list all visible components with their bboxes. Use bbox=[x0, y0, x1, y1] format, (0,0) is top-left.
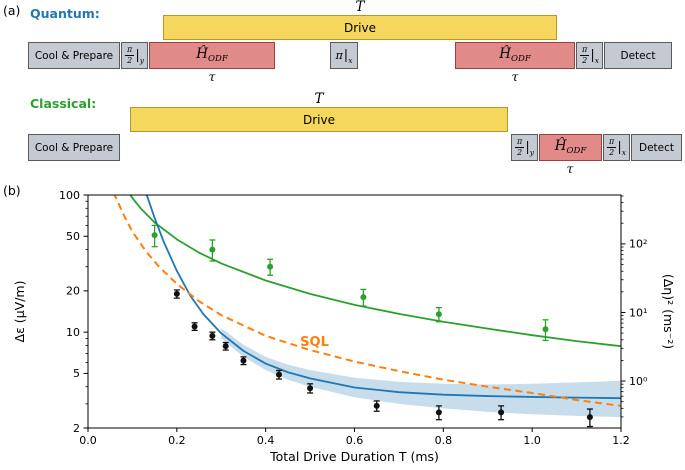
classical-drive-box: Drive bbox=[130, 107, 508, 132]
quantum-cool-prepare-box: Cool & Prepare bbox=[28, 42, 120, 69]
odf-hamiltonian-label: ĤODF bbox=[196, 45, 228, 64]
quantum-tau-label-2: τ bbox=[511, 69, 519, 84]
pulse-sequence-diagram: (a) Quantum: T Drive Cool & Prepare π 2 | y… bbox=[0, 0, 685, 185]
classical-pi-half-x-pulse-box: π 2 | x bbox=[603, 134, 630, 161]
sensitivity-plot-panel: (b) SQL 0.0 0.2 0.4 0.6 0.8 1.0 1.2 100 50 20 10 5 2 1… bbox=[0, 183, 685, 466]
odf-hamiltonian-label: ĤODF bbox=[499, 45, 531, 64]
svg-text:SQL: SQL bbox=[300, 335, 329, 350]
classical-pi-half-y-pulse-box: π 2 | y bbox=[511, 134, 538, 161]
panel-a-label: (a) bbox=[3, 3, 21, 18]
classical-total-time-label: T bbox=[314, 91, 324, 107]
svg-text:0.6: 0.6 bbox=[346, 434, 364, 447]
evaluated-at-bar: | bbox=[135, 48, 140, 63]
classical-odf-box: ĤODF bbox=[539, 134, 602, 161]
quantum-pi-half-x-pulse-box: π 2 | x bbox=[576, 42, 603, 69]
svg-text:Total Drive Duration T (ms): Total Drive Duration T (ms) bbox=[269, 449, 439, 464]
sensitivity-chart: SQL 0.0 0.2 0.4 0.6 0.8 1.0 1.2 100 50 20 10 5 2 10² 10… bbox=[12, 189, 676, 464]
evaluated-at-bar: | bbox=[343, 48, 349, 63]
classical-cool-prepare-box: Cool & Prepare bbox=[28, 134, 120, 161]
quantum-pi-half-y-pulse-box: π 2 | y bbox=[121, 42, 148, 69]
svg-text:2: 2 bbox=[73, 422, 80, 435]
classical-detect-box: Detect bbox=[631, 134, 682, 161]
svg-text:0.2: 0.2 bbox=[168, 434, 186, 447]
svg-text:10¹: 10¹ bbox=[629, 306, 647, 319]
svg-text:10⁰: 10⁰ bbox=[629, 375, 648, 388]
svg-text:50: 50 bbox=[66, 230, 80, 243]
panel-b-label: (b) bbox=[3, 183, 21, 198]
svg-text:Δε (μV/m): Δε (μV/m) bbox=[12, 281, 27, 343]
svg-text:1.0: 1.0 bbox=[523, 434, 541, 447]
svg-text:10²: 10² bbox=[629, 238, 647, 251]
svg-text:10: 10 bbox=[66, 326, 80, 339]
svg-text:20: 20 bbox=[66, 285, 80, 298]
classical-tau-label: τ bbox=[566, 161, 574, 176]
svg-text:100: 100 bbox=[59, 189, 80, 202]
evaluated-at-bar: | bbox=[590, 48, 595, 63]
quantum-section-label: Quantum: bbox=[30, 6, 100, 21]
svg-text:0.8: 0.8 bbox=[435, 434, 453, 447]
svg-text:0.0: 0.0 bbox=[79, 434, 97, 447]
quantum-odf-box-2: ĤODF bbox=[455, 42, 575, 69]
quantum-odf-box-1: ĤODF bbox=[149, 42, 275, 69]
classical-section-label: Classical: bbox=[30, 96, 97, 111]
svg-text:1.2: 1.2 bbox=[612, 434, 630, 447]
quantum-drive-box: Drive bbox=[163, 15, 557, 40]
evaluated-at-bar: | bbox=[525, 140, 530, 155]
quantum-pi-x-pulse-box: π | x bbox=[330, 42, 358, 69]
svg-text:(Δη)² (ms⁻²): (Δη)² (ms⁻²) bbox=[661, 274, 676, 349]
evaluated-at-bar: | bbox=[617, 140, 622, 155]
svg-text:0.4: 0.4 bbox=[257, 434, 275, 447]
quantum-tau-label-1: τ bbox=[208, 69, 216, 84]
quantum-detect-box: Detect bbox=[604, 42, 672, 69]
quantum-total-time-label: T bbox=[355, 0, 365, 15]
odf-hamiltonian-label: ĤODF bbox=[554, 137, 587, 156]
svg-text:5: 5 bbox=[73, 367, 80, 380]
